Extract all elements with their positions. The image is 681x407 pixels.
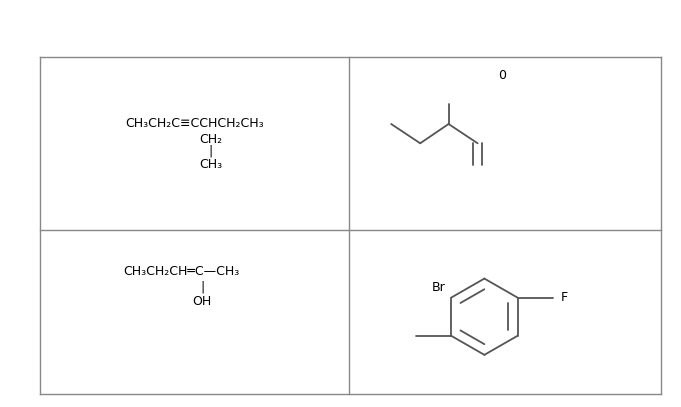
Text: Br: Br: [432, 281, 446, 294]
Text: CH₂: CH₂: [200, 133, 223, 146]
Text: |: |: [208, 145, 213, 158]
Text: CH₃: CH₃: [200, 158, 223, 171]
Text: |: |: [200, 280, 204, 293]
Text: CH₃CH₂C≡CCHCH₂CH₃: CH₃CH₂C≡CCHCH₂CH₃: [125, 117, 264, 130]
Text: CH₃CH₂CH═C—CH₃: CH₃CH₂CH═C—CH₃: [124, 265, 240, 278]
Text: OH: OH: [193, 295, 212, 309]
Text: F: F: [561, 291, 568, 304]
Text: 0: 0: [498, 69, 507, 82]
